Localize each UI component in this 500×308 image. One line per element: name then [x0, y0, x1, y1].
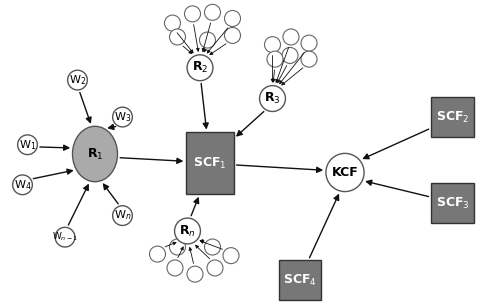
- Ellipse shape: [200, 32, 216, 48]
- Ellipse shape: [72, 126, 118, 182]
- Ellipse shape: [187, 266, 203, 282]
- Ellipse shape: [12, 175, 32, 195]
- Ellipse shape: [187, 55, 213, 81]
- Ellipse shape: [55, 227, 75, 247]
- Ellipse shape: [301, 51, 317, 67]
- Text: KCF: KCF: [332, 166, 358, 179]
- Ellipse shape: [223, 248, 239, 264]
- Text: R$_3$: R$_3$: [264, 91, 281, 106]
- Text: SCF$_4$: SCF$_4$: [283, 273, 317, 288]
- Text: W$_3$: W$_3$: [114, 110, 131, 124]
- Ellipse shape: [224, 10, 240, 26]
- Text: R$_2$: R$_2$: [192, 60, 208, 75]
- Text: SCF$_2$: SCF$_2$: [436, 109, 469, 125]
- Ellipse shape: [18, 135, 38, 155]
- Ellipse shape: [112, 206, 132, 225]
- Ellipse shape: [204, 4, 220, 20]
- Ellipse shape: [301, 35, 317, 51]
- FancyBboxPatch shape: [431, 183, 474, 223]
- FancyBboxPatch shape: [279, 260, 321, 300]
- Ellipse shape: [264, 37, 280, 53]
- Text: W$_n$: W$_n$: [114, 209, 131, 222]
- Ellipse shape: [164, 15, 180, 31]
- Text: W$_{n-1}$: W$_{n-1}$: [52, 231, 78, 243]
- Ellipse shape: [204, 239, 220, 255]
- Ellipse shape: [167, 260, 183, 276]
- Text: R$_1$: R$_1$: [87, 146, 103, 162]
- Ellipse shape: [207, 260, 223, 276]
- Ellipse shape: [260, 86, 285, 111]
- Ellipse shape: [326, 153, 364, 192]
- Text: W$_2$: W$_2$: [69, 73, 86, 87]
- Ellipse shape: [150, 246, 166, 262]
- Text: SCF$_1$: SCF$_1$: [193, 156, 227, 171]
- Ellipse shape: [283, 29, 299, 45]
- Ellipse shape: [112, 107, 132, 127]
- Ellipse shape: [184, 6, 200, 22]
- FancyBboxPatch shape: [186, 132, 234, 194]
- Text: SCF$_3$: SCF$_3$: [436, 196, 470, 211]
- Ellipse shape: [224, 27, 240, 43]
- FancyBboxPatch shape: [431, 97, 474, 137]
- Ellipse shape: [174, 218, 201, 244]
- Ellipse shape: [282, 47, 298, 63]
- Ellipse shape: [170, 239, 186, 255]
- Ellipse shape: [267, 51, 283, 67]
- Ellipse shape: [170, 29, 186, 45]
- Ellipse shape: [68, 70, 87, 90]
- Text: W$_1$: W$_1$: [19, 138, 36, 152]
- Text: W$_4$: W$_4$: [14, 178, 32, 192]
- Text: R$_n$: R$_n$: [179, 223, 196, 239]
